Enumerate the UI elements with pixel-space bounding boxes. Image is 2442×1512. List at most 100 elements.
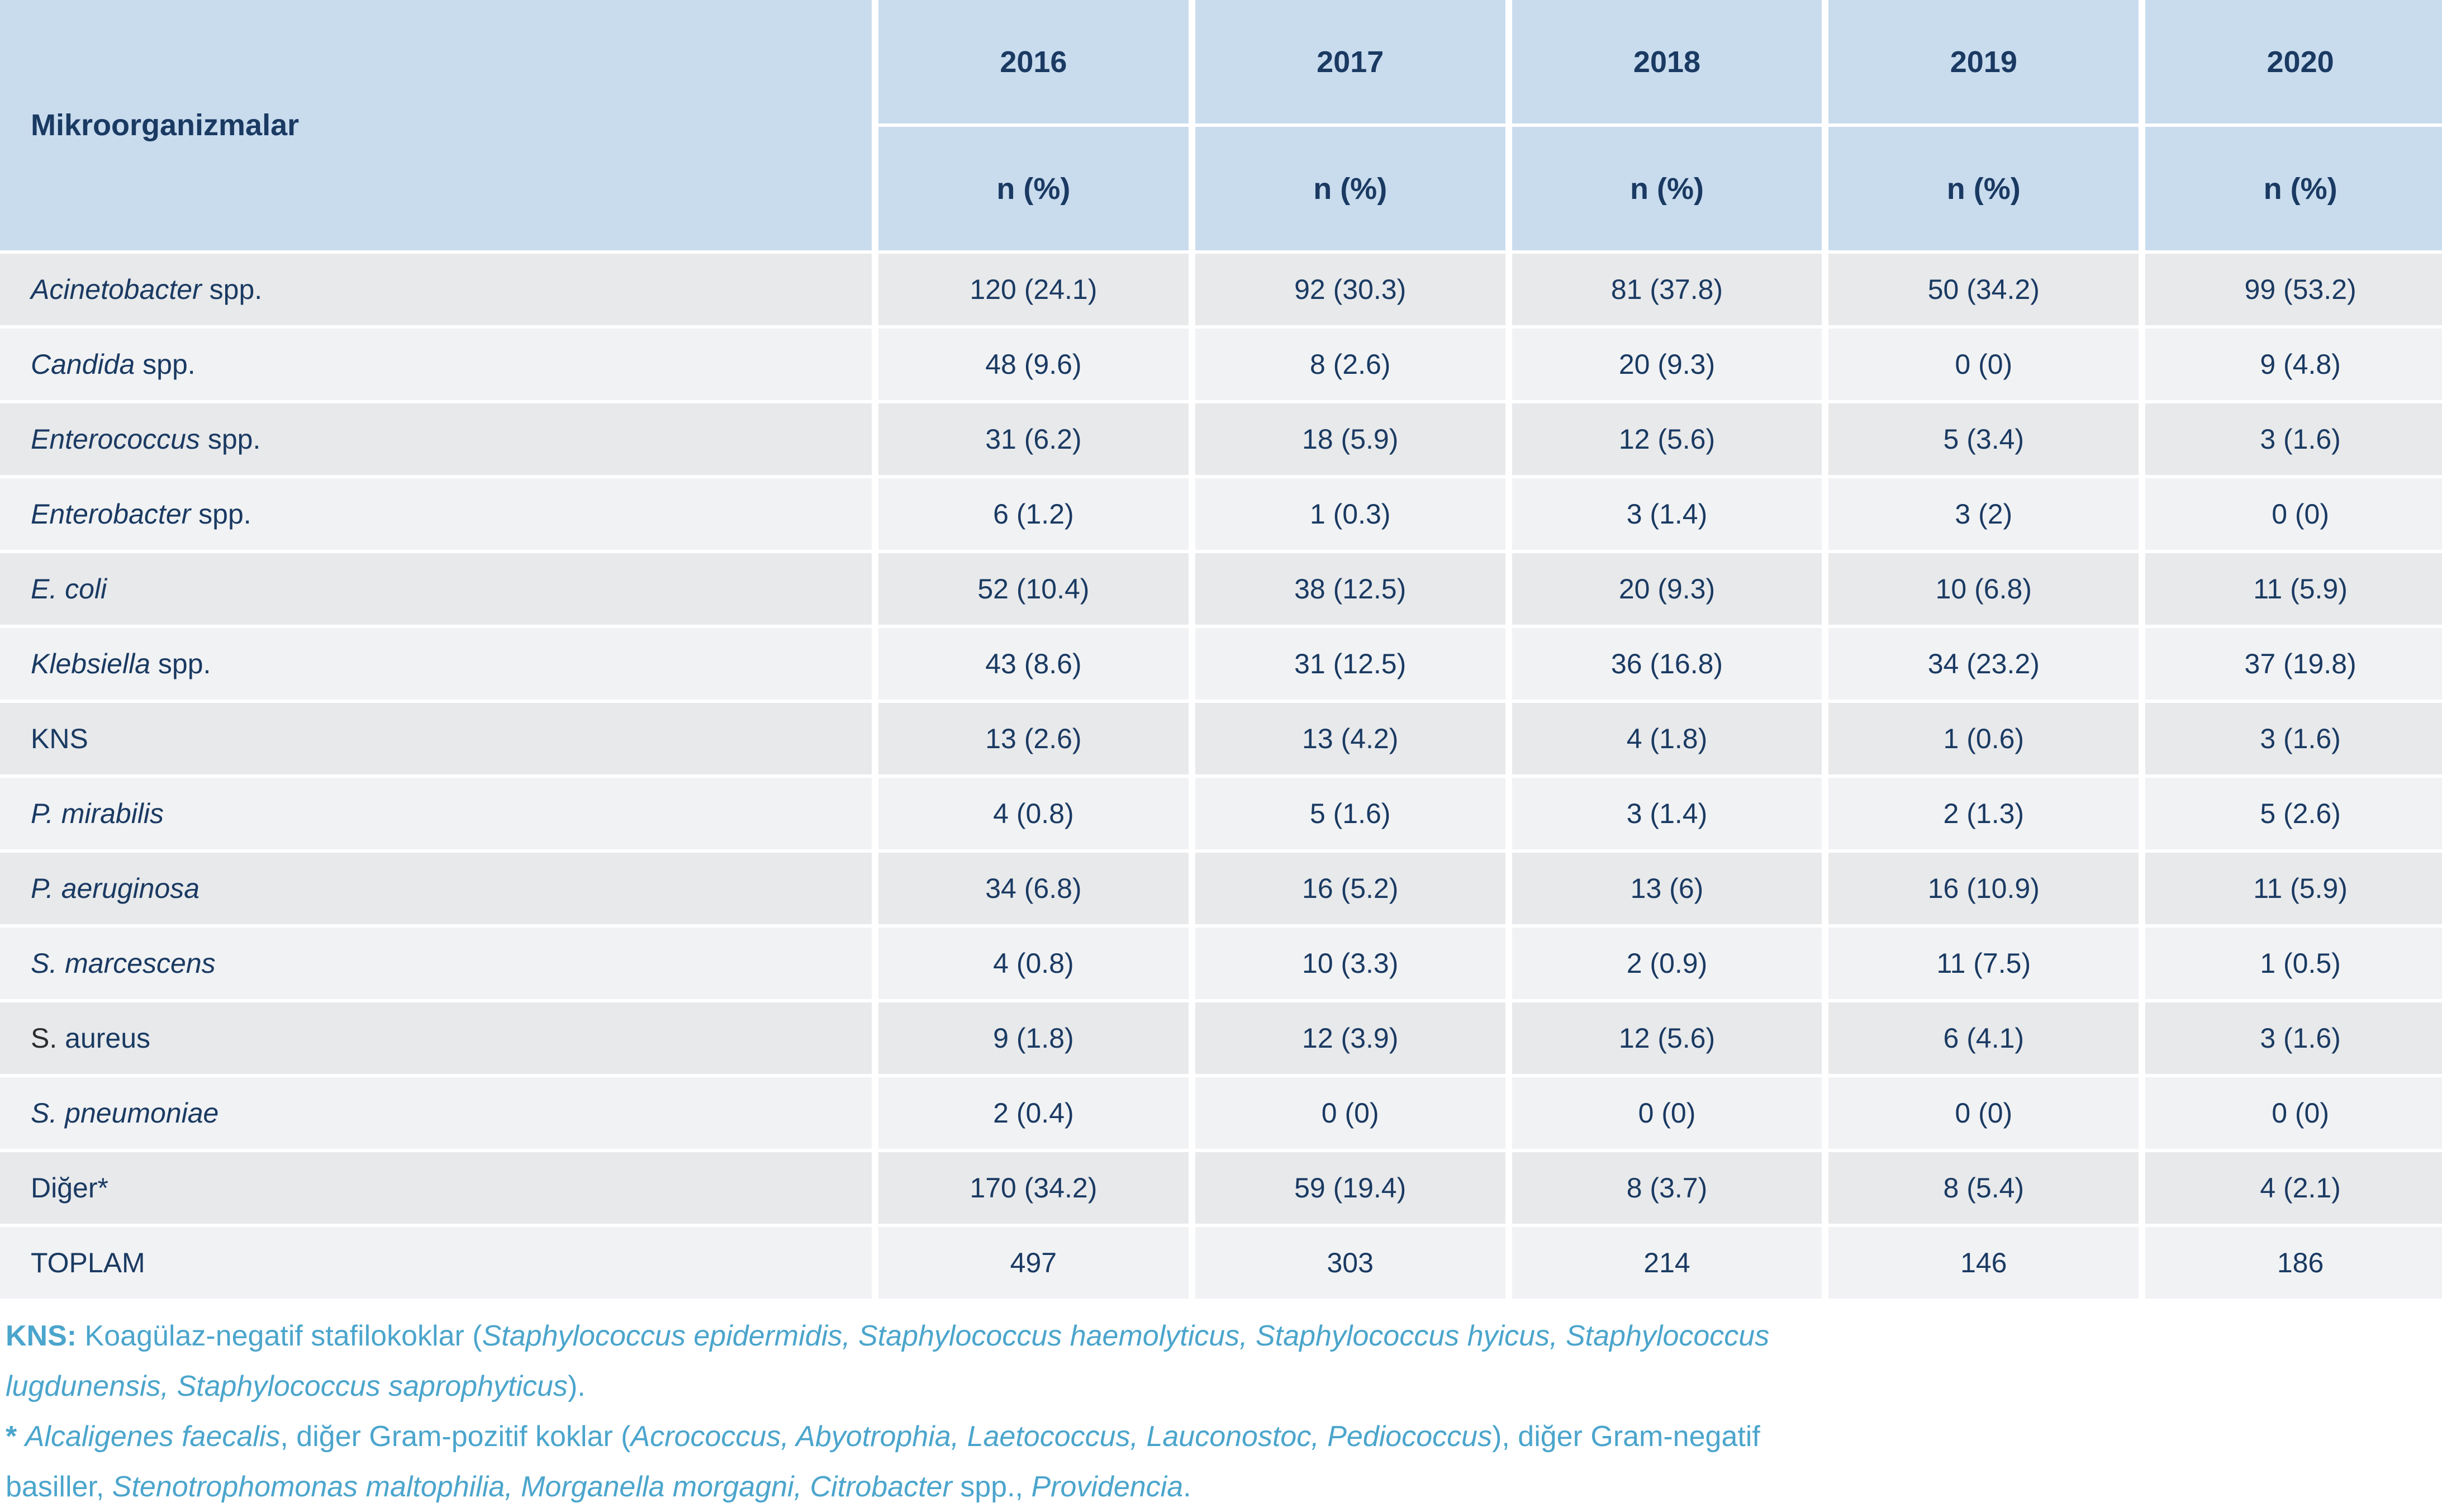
cell-value: 0 (0) [1828,1077,2139,1149]
cell-value: 303 [1195,1227,1505,1299]
cell-value: 9 (1.8) [878,1002,1189,1074]
cell-value: 81 (37.8) [1512,254,1822,325]
subheader-row: n (%) n (%) n (%) n (%) n (%) [0,127,2442,250]
cell-value: 3 (1.6) [2145,703,2442,774]
cell-value: 8 (2.6) [1195,329,1505,400]
cell-value: 99 (53.2) [2145,254,2442,325]
subheader-n-pct-2018: n (%) [1512,127,1822,250]
corner-header-mikroorganizmalar: Mikroorganizmalar [0,0,872,250]
cell-value: 18 (5.9) [1195,403,1505,475]
table-row-acinetobacter: Acinetobacter spp. 120 (24.1) 92 (30.3) … [0,254,2442,325]
cell-value: 5 (3.4) [1828,403,2139,475]
organism-name: Klebsiella spp. [0,628,872,700]
organism-prefix: S. [31,1023,58,1054]
organism-genus: Enterococcus [31,424,200,455]
cell-value: 1 (0.6) [1828,703,2139,774]
year-header-2019: 2019 [1828,0,2139,123]
cell-value: 10 (6.8) [1828,553,2139,625]
organism-genus: S. marcescens [31,948,216,979]
cell-value: 4 (0.8) [878,778,1189,849]
cell-value: 497 [878,1227,1189,1299]
organism-name: Acinetobacter spp. [0,254,872,325]
cell-value: 20 (9.3) [1512,553,1822,625]
organism-genus: E. coli [31,573,107,605]
cell-value: 146 [1828,1227,2139,1299]
table-row-enterococcus: Enterococcus spp. 31 (6.2) 18 (5.9) 12 (… [0,403,2442,475]
subheader-n-pct-2016: n (%) [878,127,1189,250]
cell-value: 16 (10.9) [1828,853,2139,924]
table-row-s-aureus: S. aureus 9 (1.8) 12 (3.9) 12 (5.6) 6 (4… [0,1002,2442,1074]
organism-genus: S. pneumoniae [31,1097,219,1129]
cell-value: 1 (0.3) [1195,478,1505,550]
cell-value: 4 (1.8) [1512,703,1822,774]
cell-value: 5 (1.6) [1195,778,1505,849]
organism-genus: Klebsiella [31,648,151,679]
cell-value: 3 (1.4) [1512,778,1822,849]
cell-value: 34 (6.8) [878,853,1189,924]
organism-name: Diğer* [0,1152,872,1224]
cell-value: 10 (3.3) [1195,928,1505,999]
table-row-diger: Diğer* 170 (34.2) 59 (19.4) 8 (3.7) 8 (5… [0,1152,2442,1224]
organism-genus: Acinetobacter [31,274,202,305]
organism-name: Candida spp. [0,329,872,400]
cell-value: 12 (3.9) [1195,1002,1505,1074]
organism-name: S. marcescens [0,928,872,999]
table-row-kns: KNS 13 (2.6) 13 (4.2) 4 (1.8) 1 (0.6) 3 … [0,703,2442,774]
cell-value: 4 (0.8) [878,928,1189,999]
microorganisms-by-year-table: Mikroorganizmalar 2016 2017 2018 2019 20… [0,0,2442,1299]
table-row-p-aeruginosa: P. aeruginosa 34 (6.8) 16 (5.2) 13 (6) 1… [0,853,2442,924]
organism-name: S. aureus [0,1002,872,1074]
organism-name: P. mirabilis [0,778,872,849]
organism-suffix: Diğer* [31,1172,108,1204]
organism-suffix: spp. [191,498,251,530]
cell-value: 120 (24.1) [878,254,1189,325]
subheader-n-pct-2017: n (%) [1195,127,1505,250]
cell-value: 0 (0) [1512,1077,1822,1149]
organism-genus: P. mirabilis [31,798,164,829]
cell-value: 0 (0) [1195,1077,1505,1149]
organism-suffix: spp. [135,349,196,380]
year-header-2020: 2020 [2145,0,2442,123]
cell-value: 16 (5.2) [1195,853,1505,924]
cell-value: 0 (0) [1828,329,2139,400]
cell-value: 2 (0.9) [1512,928,1822,999]
cell-value: 52 (10.4) [878,553,1189,625]
organism-name: KNS [0,703,872,774]
cell-value: 48 (9.6) [878,329,1189,400]
microorganisms-table-wrap: Mikroorganizmalar 2016 2017 2018 2019 20… [0,0,2442,1299]
table-row-s-marcescens: S. marcescens 4 (0.8) 10 (3.3) 2 (0.9) 1… [0,928,2442,999]
organism-name: Enterobacter spp. [0,478,872,550]
cell-value: 37 (19.8) [2145,628,2442,700]
cell-value: 0 (0) [2145,1077,2442,1149]
cell-value: 50 (34.2) [1828,254,2139,325]
cell-value: 31 (6.2) [878,403,1189,475]
organism-name: E. coli [0,553,872,625]
organism-suffix: aureus [57,1023,151,1054]
footnote-line-other-2: basiller, Stenotrophomonas maltophilia, … [6,1471,1191,1503]
cell-value: 20 (9.3) [1512,329,1822,400]
cell-value: 38 (12.5) [1195,553,1505,625]
cell-value: 0 (0) [2145,478,2442,550]
footnote-line-kns-1: KNS: Koagülaz-negatif stafilokoklar (Sta… [6,1320,1770,1352]
cell-value: 59 (19.4) [1195,1152,1505,1224]
cell-value: 4 (2.1) [2145,1152,2442,1224]
cell-value: 34 (23.2) [1828,628,2139,700]
cell-value: 3 (1.6) [2145,403,2442,475]
cell-value: 13 (6) [1512,853,1822,924]
footnote-line-kns-2: lugdunensis, Staphylococcus saprophyticu… [6,1370,586,1402]
cell-value: 186 [2145,1227,2442,1299]
cell-value: 8 (5.4) [1828,1152,2139,1224]
table-row-p-mirabilis: P. mirabilis 4 (0.8) 5 (1.6) 3 (1.4) 2 (… [0,778,2442,849]
cell-value: 5 (2.6) [2145,778,2442,849]
year-header-2017: 2017 [1195,0,1505,123]
organism-name: S. pneumoniae [0,1077,872,1149]
cell-value: 11 (5.9) [2145,553,2442,625]
cell-value: 3 (1.4) [1512,478,1822,550]
cell-value: 11 (7.5) [1828,928,2139,999]
cell-value: 3 (2) [1828,478,2139,550]
cell-value: 13 (4.2) [1195,703,1505,774]
organism-genus: P. aeruginosa [31,873,200,904]
year-header-row: Mikroorganizmalar 2016 2017 2018 2019 20… [0,0,2442,250]
footnote-line-other-1: * Alcaligenes faecalis, diğer Gram-pozit… [6,1420,1760,1453]
organism-suffix: spp. [150,648,211,679]
